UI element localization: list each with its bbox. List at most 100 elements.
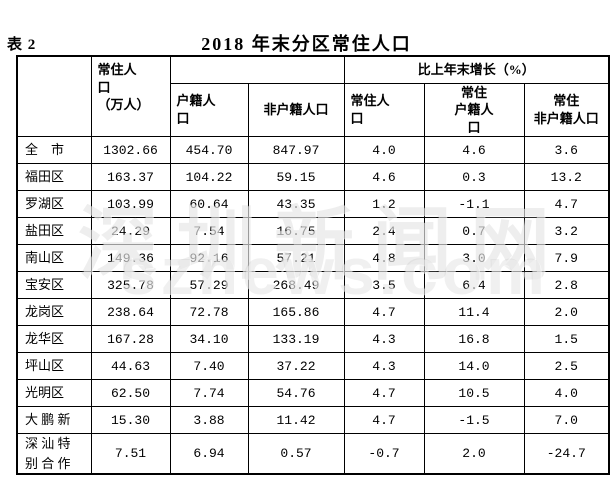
- header-growth-registered: 常住 户籍人 口: [423, 82, 525, 138]
- value-cell: 13.2: [523, 163, 610, 192]
- value-cell: -1.1: [423, 190, 525, 219]
- value-cell: 1.2: [343, 190, 425, 219]
- value-cell: 4.0: [523, 379, 610, 408]
- table-row: 坪山区 44.63 7.40 37.22 4.3 14.0 2.5: [16, 352, 610, 381]
- header-registered-pop: 户籍人 口: [169, 82, 249, 138]
- table-row: 罗湖区 103.99 60.64 43.35 1.2 -1.1 4.7: [16, 190, 610, 219]
- value-cell: 92.16: [169, 244, 249, 273]
- caption-row: 表 2 2018 年末分区常住人口: [0, 30, 613, 54]
- value-cell: 4.7: [343, 298, 425, 327]
- value-cell: 11.4: [423, 298, 525, 327]
- page-title: 2018 年末分区常住人口: [201, 34, 412, 54]
- district-cell: 盐田区: [16, 217, 92, 246]
- district-cell: 福田区: [16, 163, 92, 192]
- district-cell: 坪山区: [16, 352, 92, 381]
- header-row-1: 常住人 口 （万人） 比上年末增长（%）: [16, 55, 610, 138]
- value-cell: 149.36: [90, 244, 171, 273]
- value-cell: 238.64: [90, 298, 171, 327]
- header-growth-resident: 常住人 口: [343, 82, 425, 138]
- value-cell: 6.94: [169, 433, 249, 475]
- table-row: 深 汕 特 别 合 作 7.51 6.94 0.57 -0.7 2.0 -24.…: [16, 433, 610, 475]
- district-cell: 光明区: [16, 379, 92, 408]
- header-resident-pop-wan: 常住人 口 （万人）: [90, 55, 171, 138]
- header-row-2: 户籍人 口 非户籍人口 常住人 口 常住 户籍人 口 常住 非户籍人口: [17, 82, 610, 138]
- value-cell: 2.5: [523, 352, 610, 381]
- value-cell: 7.0: [523, 406, 610, 435]
- value-cell: 7.9: [523, 244, 610, 273]
- value-cell: 59.15: [247, 163, 345, 192]
- value-cell: 165.86: [247, 298, 345, 327]
- value-cell: 44.63: [90, 352, 171, 381]
- value-cell: 847.97: [247, 136, 345, 165]
- district-cell: 南山区: [16, 244, 92, 273]
- value-cell: 10.5: [423, 379, 525, 408]
- value-cell: 54.76: [247, 379, 345, 408]
- value-cell: -24.7: [523, 433, 610, 475]
- district-cell: 宝安区: [16, 271, 92, 300]
- value-cell: 6.4: [423, 271, 525, 300]
- header-non-registered-pop: 非户籍人口: [247, 82, 345, 138]
- value-cell: 15.30: [90, 406, 171, 435]
- header-registration-group-empty: [169, 55, 345, 84]
- value-cell: 43.35: [247, 190, 345, 219]
- table-header: 常住人 口 （万人） 比上年末增长（%） 户籍人 口 非户籍人口 常住人 口 常…: [16, 55, 610, 138]
- value-cell: 4.3: [343, 352, 425, 381]
- population-table: 常住人 口 （万人） 比上年末增长（%） 户籍人 口 非户籍人口 常住人 口 常…: [16, 55, 611, 476]
- value-cell: 3.5: [343, 271, 425, 300]
- value-cell: 7.51: [90, 433, 171, 475]
- value-cell: 133.19: [247, 325, 345, 354]
- table-body: 全 市 1302.66 454.70 847.97 4.0 4.6 3.6 福田…: [16, 136, 610, 475]
- value-cell: 3.2: [523, 217, 610, 246]
- value-cell: 1302.66: [90, 136, 171, 165]
- value-cell: 14.0: [423, 352, 525, 381]
- value-cell: 103.99: [90, 190, 171, 219]
- table-row: 宝安区 325.78 57.29 268.49 3.5 6.4 2.8: [16, 271, 610, 300]
- table-row: 龙华区 167.28 34.10 133.19 4.3 16.8 1.5: [16, 325, 610, 354]
- value-cell: 104.22: [169, 163, 249, 192]
- value-cell: 2.8: [523, 271, 610, 300]
- value-cell: 7.40: [169, 352, 249, 381]
- value-cell: 57.21: [247, 244, 345, 273]
- table-label: 表 2: [7, 37, 37, 53]
- value-cell: 1.5: [523, 325, 610, 354]
- table-row: 龙岗区 238.64 72.78 165.86 4.7 11.4 2.0: [16, 298, 610, 327]
- district-cell: 全 市: [16, 136, 92, 165]
- value-cell: 37.22: [247, 352, 345, 381]
- district-cell: 深 汕 特 别 合 作: [16, 433, 92, 475]
- value-cell: 60.64: [169, 190, 249, 219]
- value-cell: 0.3: [423, 163, 525, 192]
- value-cell: 4.7: [523, 190, 610, 219]
- value-cell: 57.29: [169, 271, 249, 300]
- table-row: 南山区 149.36 92.16 57.21 4.8 3.0 7.9: [16, 244, 610, 273]
- value-cell: 325.78: [90, 271, 171, 300]
- district-cell: 龙华区: [16, 325, 92, 354]
- value-cell: 167.28: [90, 325, 171, 354]
- value-cell: 163.37: [90, 163, 171, 192]
- value-cell: 268.49: [247, 271, 345, 300]
- value-cell: 4.3: [343, 325, 425, 354]
- value-cell: 4.0: [343, 136, 425, 165]
- value-cell: 0.57: [247, 433, 345, 475]
- value-cell: 72.78: [169, 298, 249, 327]
- value-cell: 2.0: [423, 433, 525, 475]
- value-cell: 16.8: [423, 325, 525, 354]
- district-cell: 龙岗区: [16, 298, 92, 327]
- value-cell: 3.6: [523, 136, 610, 165]
- value-cell: 2.0: [523, 298, 610, 327]
- value-cell: -1.5: [423, 406, 525, 435]
- value-cell: 34.10: [169, 325, 249, 354]
- table-row: 全 市 1302.66 454.70 847.97 4.0 4.6 3.6: [16, 136, 610, 165]
- table-row: 光明区 62.50 7.74 54.76 4.7 10.5 4.0: [16, 379, 610, 408]
- value-cell: 62.50: [90, 379, 171, 408]
- value-cell: 3.88: [169, 406, 249, 435]
- header-growth-group: 比上年末增长（%）: [343, 55, 610, 84]
- value-cell: 7.54: [169, 217, 249, 246]
- value-cell: 24.29: [90, 217, 171, 246]
- value-cell: 454.70: [169, 136, 249, 165]
- header-growth-non-registered: 常住 非户籍人口: [523, 82, 610, 138]
- value-cell: 4.6: [343, 163, 425, 192]
- value-cell: 4.7: [343, 406, 425, 435]
- corner-empty-cell: [16, 55, 92, 138]
- value-cell: 3.0: [423, 244, 525, 273]
